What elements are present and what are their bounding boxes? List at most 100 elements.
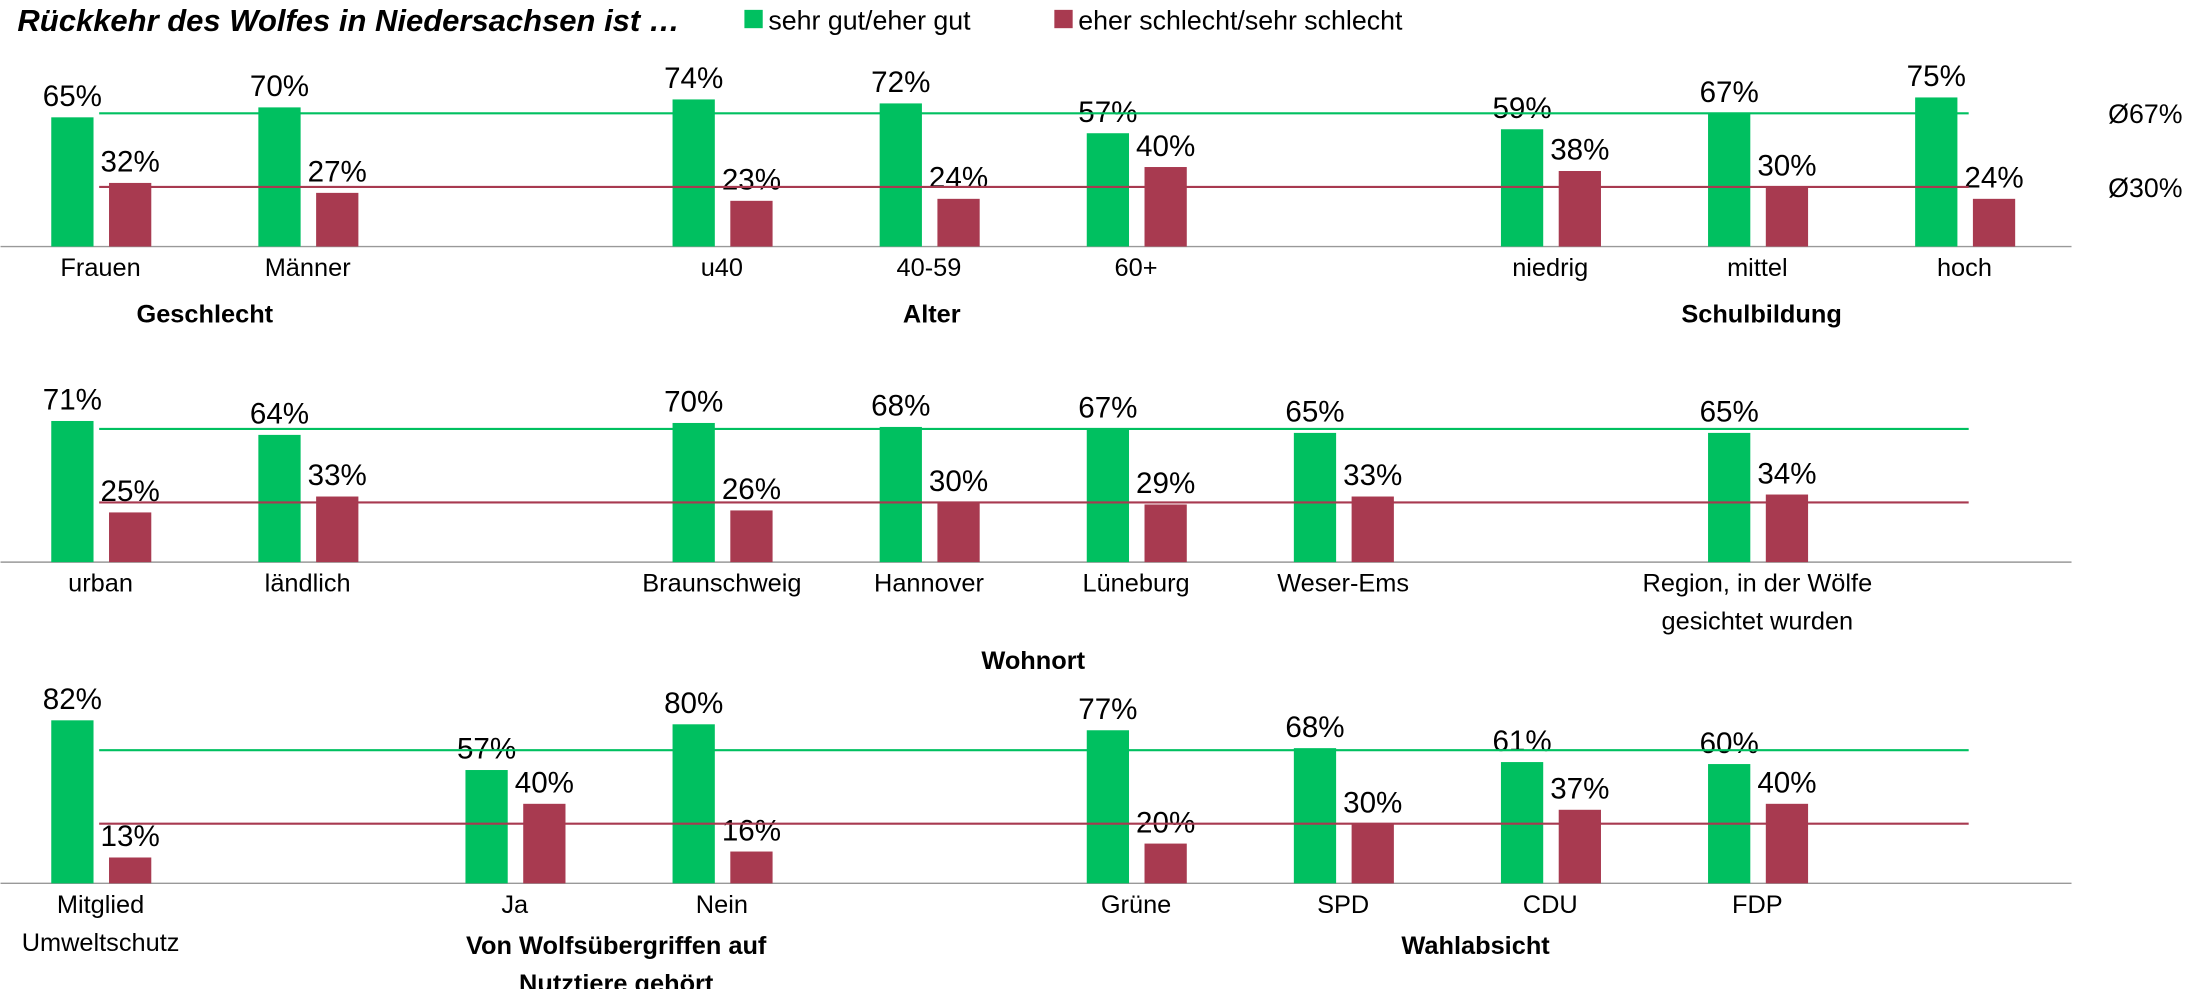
chart-title: Rückkehr des Wolfes in Niedersachsen ist… xyxy=(17,3,679,38)
value-label: 30% xyxy=(1343,786,1402,819)
bar xyxy=(523,803,566,884)
bar xyxy=(465,770,508,884)
x-tick-label: Weser-Ems xyxy=(1277,570,1409,598)
value-label: 40% xyxy=(1757,767,1816,800)
legend-swatch xyxy=(1054,9,1073,29)
x-tick-label: mittel xyxy=(1727,254,1788,282)
bar xyxy=(316,192,359,247)
value-label: 38% xyxy=(1550,134,1609,167)
value-label: 13% xyxy=(101,820,160,853)
reference-label: Ø30% xyxy=(2108,173,2182,203)
bar xyxy=(258,434,301,563)
bar xyxy=(937,198,980,247)
value-label: 34% xyxy=(1757,457,1816,490)
bar xyxy=(316,496,359,563)
bar xyxy=(1558,809,1601,884)
value-label: 64% xyxy=(250,398,309,431)
reference-label: Ø67% xyxy=(2108,99,2182,129)
bar xyxy=(937,502,980,563)
bar xyxy=(1351,496,1394,563)
bar xyxy=(109,857,152,884)
x-tick-label: ländlich xyxy=(265,570,351,598)
bar xyxy=(672,99,715,247)
legend-label: sehr gut/eher gut xyxy=(768,6,971,36)
group-label: Geschlecht xyxy=(137,301,274,329)
group-label: Wahlabsicht xyxy=(1401,932,1550,960)
value-label: 33% xyxy=(1343,459,1402,492)
bar xyxy=(1765,186,1809,247)
value-label: 71% xyxy=(43,384,102,417)
bar xyxy=(51,720,94,884)
bar xyxy=(672,422,715,563)
x-tick-label: Mitglied Umweltschutz xyxy=(22,891,180,957)
bar xyxy=(672,724,715,884)
value-label: 65% xyxy=(1285,396,1344,429)
x-tick-label: Hannover xyxy=(874,570,984,598)
value-label: 75% xyxy=(1907,60,1966,93)
value-label: 65% xyxy=(43,80,102,113)
x-tick-label: niedrig xyxy=(1512,254,1588,282)
x-tick-label: u40 xyxy=(701,254,743,282)
bar xyxy=(51,420,94,563)
bar xyxy=(879,103,922,247)
bar xyxy=(258,107,301,247)
bar xyxy=(51,117,94,247)
value-label: 29% xyxy=(1136,467,1195,500)
bar xyxy=(1086,428,1130,563)
bar xyxy=(1086,133,1130,247)
legend-swatch xyxy=(744,9,763,29)
value-label: 16% xyxy=(722,814,781,847)
bar xyxy=(879,426,922,563)
x-tick-label: 40-59 xyxy=(897,254,962,282)
bar xyxy=(1972,198,2016,247)
value-label: 32% xyxy=(101,146,160,179)
bar xyxy=(1144,504,1187,563)
value-label: 30% xyxy=(1757,150,1816,183)
value-label: 68% xyxy=(1285,711,1344,744)
bar xyxy=(1086,730,1130,884)
bar xyxy=(730,851,773,884)
value-label: 60% xyxy=(1700,727,1759,760)
bar xyxy=(1144,167,1187,247)
value-label: 26% xyxy=(722,473,781,506)
bar xyxy=(1708,432,1751,563)
value-label: 70% xyxy=(664,386,723,419)
group-label: Schulbildung xyxy=(1681,301,1842,329)
value-label: 23% xyxy=(722,164,781,197)
bar xyxy=(1708,113,1751,247)
bar xyxy=(1765,803,1809,884)
bar xyxy=(1558,171,1601,247)
bar xyxy=(1765,494,1809,563)
bar xyxy=(730,200,773,247)
value-label: 33% xyxy=(308,459,367,492)
value-label: 82% xyxy=(43,683,102,716)
value-label: 24% xyxy=(1964,162,2023,195)
value-label: 67% xyxy=(1700,76,1759,109)
value-label: 40% xyxy=(1136,130,1195,163)
value-label: 68% xyxy=(871,390,930,423)
value-label: 74% xyxy=(664,62,723,95)
x-tick-label: Grüne xyxy=(1101,891,1171,919)
x-tick-label: Nein xyxy=(696,891,748,919)
x-tick-label: Braunschweig xyxy=(642,570,801,598)
value-label: 77% xyxy=(1078,693,1137,726)
bar xyxy=(109,182,152,247)
bar xyxy=(1915,97,1958,247)
value-label: 24% xyxy=(929,162,988,195)
value-label: 67% xyxy=(1078,392,1137,425)
x-tick-label: 60+ xyxy=(1115,254,1158,282)
value-label: 27% xyxy=(308,156,367,189)
x-tick-label: SPD xyxy=(1317,891,1369,919)
value-label: 61% xyxy=(1492,725,1551,758)
legend-label: eher schlecht/sehr schlecht xyxy=(1078,6,1403,36)
x-tick-label: Männer xyxy=(265,254,351,282)
bar xyxy=(109,512,152,563)
x-tick-label: Frauen xyxy=(60,254,140,282)
bar xyxy=(1293,748,1337,884)
value-label: 40% xyxy=(515,767,574,800)
bar xyxy=(1144,843,1187,884)
x-tick-label: CDU xyxy=(1523,891,1578,919)
value-label: 37% xyxy=(1550,773,1609,806)
